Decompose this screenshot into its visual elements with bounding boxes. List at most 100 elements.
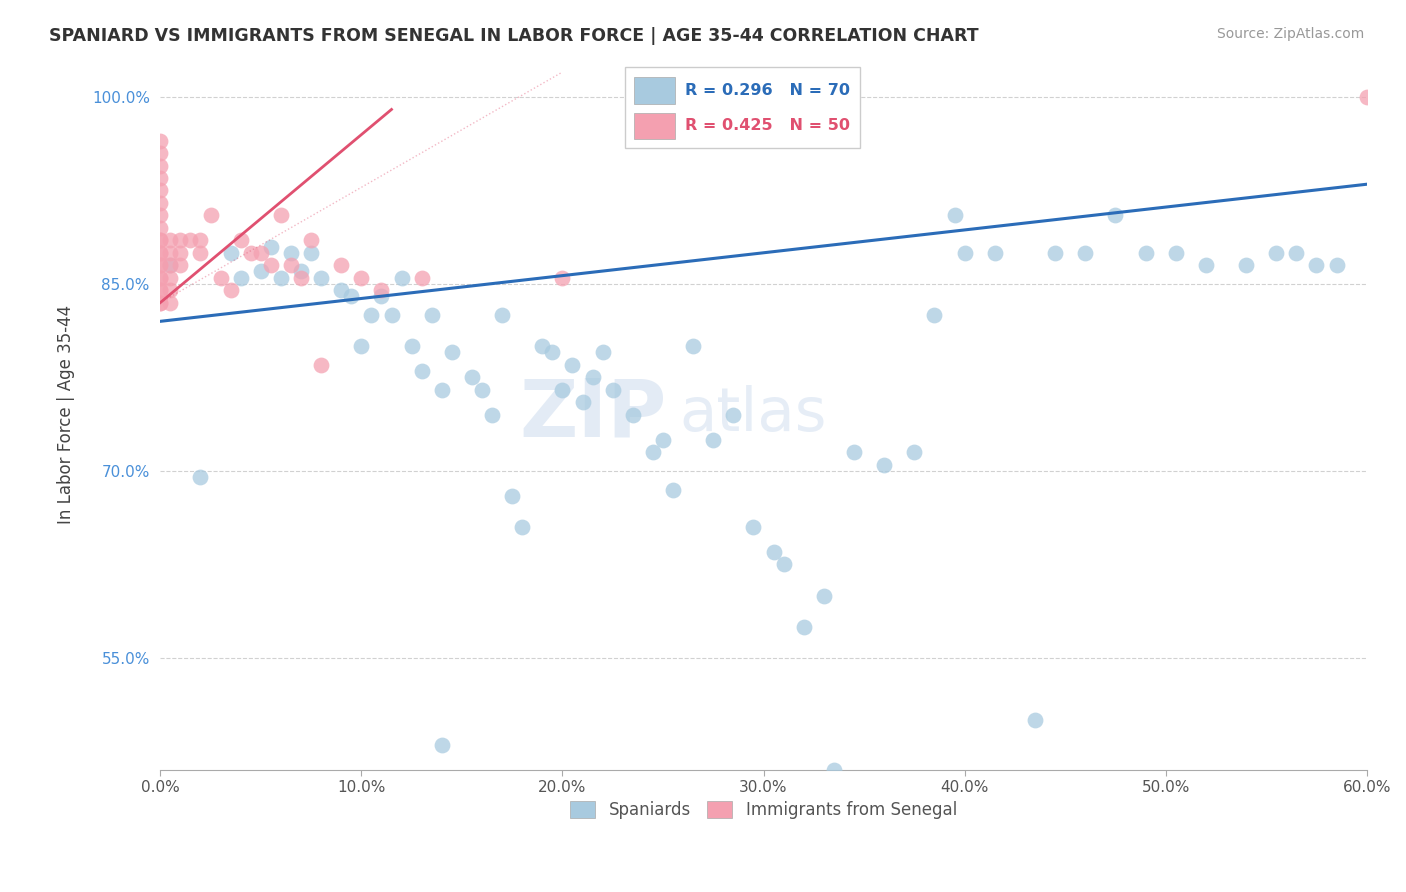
Point bbox=[531, 339, 554, 353]
Point bbox=[723, 408, 745, 422]
Point bbox=[330, 258, 353, 272]
Point bbox=[149, 258, 172, 272]
Text: Source: ZipAtlas.com: Source: ZipAtlas.com bbox=[1216, 27, 1364, 41]
Point bbox=[270, 208, 292, 222]
Point bbox=[430, 383, 453, 397]
Point bbox=[159, 233, 181, 247]
Point bbox=[179, 233, 201, 247]
Point bbox=[190, 470, 212, 484]
Point bbox=[330, 283, 353, 297]
Point bbox=[290, 264, 312, 278]
Point bbox=[159, 270, 181, 285]
Point bbox=[149, 245, 172, 260]
Point bbox=[842, 445, 865, 459]
Point bbox=[461, 370, 484, 384]
Point bbox=[149, 146, 172, 161]
Point bbox=[551, 383, 574, 397]
Point bbox=[1326, 258, 1348, 272]
FancyBboxPatch shape bbox=[634, 78, 675, 103]
Point bbox=[280, 258, 302, 272]
Point bbox=[350, 270, 373, 285]
Point bbox=[149, 195, 172, 210]
Point bbox=[903, 445, 925, 459]
Point bbox=[491, 308, 513, 322]
Text: SPANIARD VS IMMIGRANTS FROM SENEGAL IN LABOR FORCE | AGE 35-44 CORRELATION CHART: SPANIARD VS IMMIGRANTS FROM SENEGAL IN L… bbox=[49, 27, 979, 45]
Point bbox=[280, 245, 302, 260]
Point bbox=[299, 245, 322, 260]
Point bbox=[239, 245, 262, 260]
Point bbox=[621, 408, 644, 422]
Point bbox=[652, 433, 675, 447]
Point bbox=[571, 395, 593, 409]
Point bbox=[702, 433, 724, 447]
Point bbox=[149, 283, 172, 297]
Point bbox=[581, 370, 603, 384]
Point bbox=[159, 258, 181, 272]
Point bbox=[411, 270, 433, 285]
Text: R = 0.296   N = 70: R = 0.296 N = 70 bbox=[685, 83, 851, 97]
Point bbox=[219, 245, 242, 260]
Point bbox=[682, 339, 704, 353]
Point bbox=[953, 245, 976, 260]
Point bbox=[249, 264, 271, 278]
Point bbox=[149, 159, 172, 173]
Point bbox=[209, 270, 232, 285]
Point bbox=[290, 270, 312, 285]
Point bbox=[149, 184, 172, 198]
Point bbox=[1195, 258, 1218, 272]
Point bbox=[481, 408, 503, 422]
Point bbox=[309, 358, 332, 372]
Point bbox=[350, 339, 373, 353]
Point bbox=[430, 738, 453, 752]
Point bbox=[159, 295, 181, 310]
Point bbox=[270, 270, 292, 285]
Point bbox=[260, 239, 283, 253]
Y-axis label: In Labor Force | Age 35-44: In Labor Force | Age 35-44 bbox=[58, 305, 75, 524]
Point bbox=[169, 233, 191, 247]
Point bbox=[169, 258, 191, 272]
Text: ZIP: ZIP bbox=[520, 376, 666, 454]
Point bbox=[1104, 208, 1126, 222]
Point bbox=[943, 208, 966, 222]
Point bbox=[149, 208, 172, 222]
Point bbox=[793, 620, 815, 634]
Point bbox=[159, 258, 181, 272]
Point bbox=[501, 489, 523, 503]
Point bbox=[1043, 245, 1066, 260]
Point bbox=[370, 289, 392, 303]
Point bbox=[541, 345, 564, 359]
Point bbox=[1305, 258, 1327, 272]
Point bbox=[1355, 90, 1378, 104]
Point bbox=[149, 233, 172, 247]
Point bbox=[561, 358, 583, 372]
Point bbox=[249, 245, 271, 260]
Point bbox=[420, 308, 443, 322]
Point bbox=[370, 283, 392, 297]
Point bbox=[411, 364, 433, 378]
Point bbox=[1265, 245, 1288, 260]
Point bbox=[190, 233, 212, 247]
Point bbox=[149, 233, 172, 247]
Point bbox=[440, 345, 463, 359]
Point bbox=[229, 233, 252, 247]
FancyBboxPatch shape bbox=[634, 113, 675, 139]
Point bbox=[641, 445, 664, 459]
Point bbox=[1135, 245, 1157, 260]
Point bbox=[149, 258, 172, 272]
Point bbox=[873, 458, 896, 472]
Point bbox=[299, 233, 322, 247]
Point bbox=[401, 339, 423, 353]
Point bbox=[1024, 713, 1046, 727]
Point bbox=[602, 383, 624, 397]
Text: R = 0.425   N = 50: R = 0.425 N = 50 bbox=[685, 118, 851, 133]
Point bbox=[924, 308, 946, 322]
Point bbox=[592, 345, 614, 359]
Point bbox=[149, 134, 172, 148]
Point bbox=[813, 589, 835, 603]
Point bbox=[762, 545, 785, 559]
Point bbox=[149, 270, 172, 285]
Point bbox=[159, 283, 181, 297]
Point bbox=[662, 483, 685, 497]
Point bbox=[1164, 245, 1187, 260]
Point bbox=[823, 763, 845, 777]
